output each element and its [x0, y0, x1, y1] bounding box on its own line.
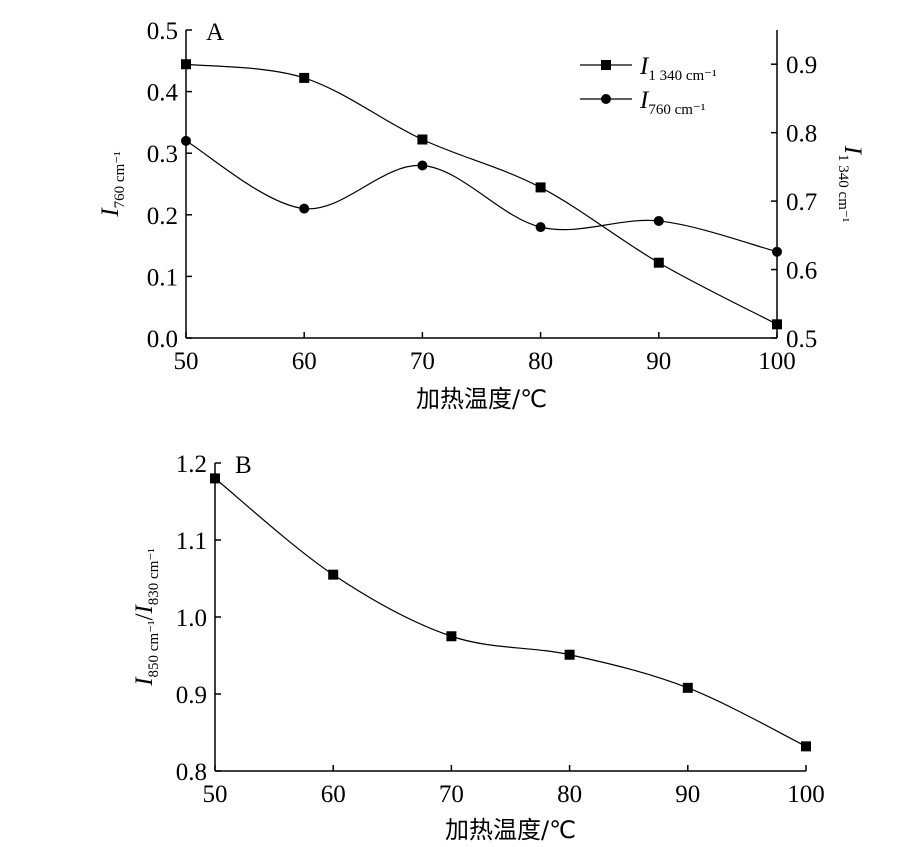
chart-b-y-label-text: I850 cm⁻¹/I830 cm⁻¹: [131, 548, 162, 687]
chart-a-legend-marker: [601, 94, 611, 104]
chart-a-legend-name-main: I: [639, 87, 650, 114]
chart-b-x-tick-label: 90: [675, 781, 700, 808]
chart-a-x-tick-label: 70: [410, 348, 435, 375]
chart-a-right-y-tick-label: 0.8: [786, 121, 817, 148]
chart-b-y-tick-label: 1.2: [176, 451, 207, 478]
chart-a-series-1-point: [299, 203, 310, 214]
chart-a-series-1-point: [535, 222, 546, 233]
chart-b-y-tick-label: 1.0: [176, 605, 207, 632]
chart-a-right-y-label: I1 340 cm⁻¹: [835, 145, 866, 223]
chart-b-y-label-sub1: 850 cm⁻¹: [146, 620, 162, 677]
chart-a-left-y-tick-label: 0.5: [147, 18, 178, 45]
chart-b-y-label: I850 cm⁻¹/I830 cm⁻¹: [131, 548, 162, 687]
chart-a-legend-name-sub: 760 cm⁻¹: [648, 102, 705, 118]
chart-a-x-tick-label: 90: [646, 348, 671, 375]
chart-a-series-0-point: [181, 59, 191, 70]
chart-a-left-y-tick-label: 0.0: [147, 326, 178, 353]
chart-a-x-tick-label: 50: [174, 348, 199, 375]
chart-a-series-0-line: [185, 63, 778, 325]
chart-a-legend-label: I760 cm⁻¹: [639, 87, 705, 118]
chart-b-x-tick-label: 100: [787, 781, 825, 808]
chart-a-right-y-tick-label: 0.9: [786, 52, 817, 79]
chart-a-series-1-point: [181, 135, 191, 146]
chart-a-right-y-tick-label: 0.6: [786, 258, 817, 285]
chart-b-series-0-point: [801, 741, 811, 752]
chart-b-panel-label: B: [235, 452, 252, 479]
chart-b-series-0-line: [214, 477, 807, 747]
chart-a-series-1: [181, 135, 782, 257]
chart-a-series-0-point: [653, 257, 664, 268]
chart-b-x-tick-label: 70: [439, 781, 464, 808]
chart-b-x-tick-label: 50: [203, 781, 228, 808]
chart-a-series-1-point: [772, 246, 782, 257]
chart-b-x-axis-label: 加热温度/℃: [445, 816, 576, 844]
chart-a-series-0-point: [417, 134, 428, 145]
chart-a-x-tick-label: 100: [758, 348, 796, 375]
chart-a-right-y-label-text: I1 340 cm⁻¹: [835, 145, 866, 223]
chart-a-right-y-label-main: I: [839, 145, 866, 156]
chart-b-x-tick-label: 80: [557, 781, 582, 808]
chart-a-left-y-label-sub: 760 cm⁻¹: [112, 151, 128, 208]
chart-a-left-y-label-main: I: [97, 207, 124, 218]
chart-a-series-0-point: [299, 72, 310, 83]
chart-a-series-1-point: [417, 160, 428, 171]
chart-b-series-0-point: [210, 473, 220, 484]
chart-b-x-tick-label: 60: [321, 781, 346, 808]
chart-a-right-y-tick-label: 0.7: [786, 189, 817, 216]
chart-a-right-y-label-sub: 1 340 cm⁻¹: [835, 154, 851, 222]
chart-a-x-tick-label: 60: [292, 348, 317, 375]
chart-a-legend-name-sub: 1 340 cm⁻¹: [648, 68, 716, 84]
chart-a-left-y-tick-label: 0.3: [147, 141, 178, 168]
chart-b-series-0-point: [564, 649, 575, 660]
chart-b-y-label-main1: I: [131, 676, 158, 687]
chart-b-y-label-main2: I: [131, 604, 158, 615]
chart-b-y-tick-label: 1.1: [176, 528, 207, 555]
chart-a-legend-name-main: I: [639, 53, 650, 80]
chart-b-series-0-point: [446, 631, 457, 642]
chart-a-left-y-label: I760 cm⁻¹: [97, 151, 128, 217]
chart-a-left-y-label-text: I760 cm⁻¹: [97, 151, 128, 217]
chart-a: 50 60 70 80 90 100 0.0 0.1 0.2 0.3 0.4 0.5 0.5 0.6 0.7…: [97, 18, 866, 413]
chart-b-series-0-point: [328, 569, 339, 580]
chart-b-y-label-sub2: 830 cm⁻¹: [146, 548, 162, 605]
chart-a-series-0-point: [772, 319, 782, 330]
chart-a-panel-label: A: [206, 19, 224, 46]
chart-a-x-tick-label: 80: [528, 348, 553, 375]
chart-a-left-y-tick-label: 0.2: [147, 203, 178, 230]
chart-b-series-0: [210, 473, 811, 752]
chart-a-series-1-line: [185, 140, 778, 253]
chart-a-x-axis-label: 加热温度/℃: [416, 385, 547, 413]
chart-a-left-y-tick-label: 0.4: [147, 80, 179, 107]
chart-a-series-1-point: [653, 215, 664, 226]
chart-b-series-0-point: [682, 682, 693, 693]
chart-a-left-y-tick-label: 0.1: [147, 264, 178, 291]
chart-b-y-tick-label: 0.9: [176, 682, 207, 709]
chart-a-series-0: [181, 59, 782, 330]
chart-b-y-tick-label: 0.8: [176, 759, 207, 786]
chart-a-right-y-tick-label: 0.5: [786, 326, 817, 353]
chart-b-y-label-sep: /: [131, 613, 158, 620]
chart-a-legend-label: I1 340 cm⁻¹: [639, 53, 717, 84]
chart-a-legend-marker: [601, 60, 611, 70]
chart-a-series-0-point: [535, 182, 546, 193]
